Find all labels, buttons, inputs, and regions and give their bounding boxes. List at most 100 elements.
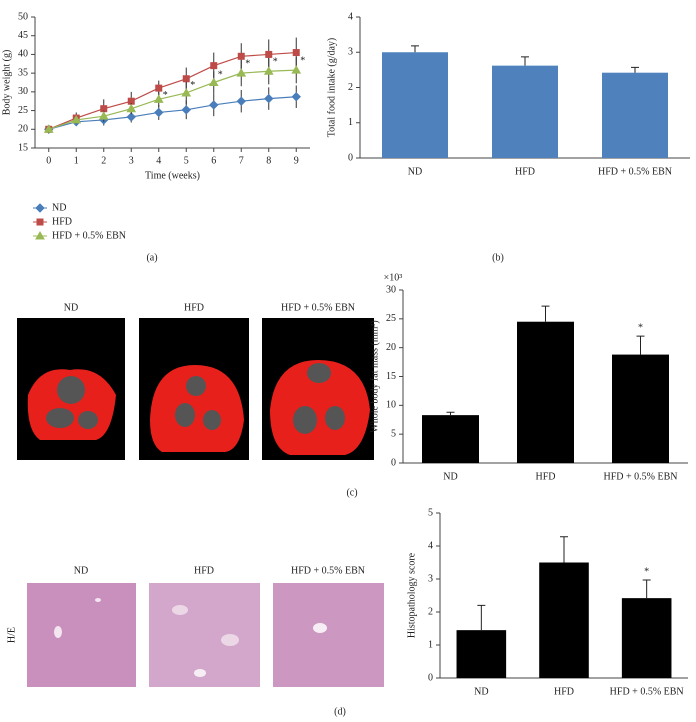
y-axis-label: Total food intake (g/day)	[326, 38, 337, 138]
x-tick-label: HFD + 0.5% EBN	[604, 471, 678, 482]
annotation: *	[190, 80, 195, 91]
point	[181, 87, 192, 97]
x-tick-label: 5	[184, 155, 189, 166]
bar	[456, 630, 507, 678]
y-tick-label: 20	[386, 342, 396, 353]
x-tick-label: 7	[239, 155, 244, 166]
histology-label: ND	[74, 565, 88, 576]
bar	[602, 72, 668, 158]
vessel	[95, 598, 101, 602]
point	[263, 66, 274, 75]
bar	[422, 415, 479, 463]
y-tick-label: 50	[18, 11, 28, 22]
x-tick-label: 6	[211, 155, 216, 166]
y-tick-label: 3	[348, 47, 353, 58]
y-tick-label: 25	[386, 313, 396, 324]
y-tick-label: 20	[18, 124, 28, 135]
point	[291, 92, 301, 102]
panel-label: (a)	[146, 252, 157, 263]
point	[210, 62, 218, 70]
ct-tissue	[46, 408, 74, 428]
vessel	[194, 669, 206, 677]
panel-label: (d)	[334, 706, 346, 717]
error-bar	[541, 305, 550, 322]
ct-images	[17, 318, 374, 460]
point	[35, 203, 45, 213]
ct-tissue	[203, 410, 221, 430]
x-tick-label: 3	[129, 155, 134, 166]
vessel	[172, 605, 188, 615]
annotation: *	[638, 322, 643, 333]
annotation: *	[644, 566, 649, 577]
ct-tissue	[186, 376, 206, 396]
vessel	[221, 634, 239, 646]
point	[98, 111, 109, 120]
point	[181, 105, 191, 115]
ct-tissue	[325, 406, 345, 430]
y-tick-label: 35	[18, 67, 28, 78]
series-line	[48, 96, 297, 130]
y-tick-label: 0	[391, 457, 396, 468]
ct-label: HFD + 0.5% EBN	[281, 302, 355, 313]
y-tick-label: 30	[18, 86, 28, 97]
series-line	[48, 51, 297, 130]
y-tick-label: 5	[391, 428, 396, 439]
error-bar	[521, 56, 529, 66]
point	[236, 96, 246, 106]
y-scale-label: ×10³	[384, 272, 403, 283]
ct-tissue	[57, 376, 85, 404]
x-tick-label: HFD + 0.5% EBN	[610, 686, 684, 697]
y-tick-label: 15	[18, 142, 28, 153]
point	[265, 50, 273, 58]
y-tick-label: 4	[348, 11, 353, 22]
ct-tissue	[307, 363, 331, 383]
histology-image	[27, 583, 136, 687]
point	[264, 93, 274, 104]
y-tick-label: 40	[18, 49, 28, 60]
error-bar	[446, 411, 455, 416]
bar	[612, 354, 669, 463]
y-tick-label: 0	[428, 672, 433, 683]
error-bar	[411, 45, 419, 53]
ct-tissue	[78, 411, 98, 429]
ct-tissue	[293, 406, 317, 434]
histology-images	[27, 583, 384, 687]
y-tick-label: 3	[428, 573, 433, 584]
y-tick-label: 4	[428, 540, 433, 551]
error-bar	[642, 579, 651, 599]
y-tick-label: 5	[428, 507, 433, 518]
point	[182, 75, 190, 83]
y-tick-label: 2	[348, 82, 353, 93]
x-tick-label: ND	[408, 166, 422, 177]
x-tick-label: ND	[443, 471, 457, 482]
ct-label: ND	[64, 302, 78, 313]
point	[126, 112, 136, 122]
bar	[382, 52, 448, 158]
bar	[492, 65, 558, 158]
y-tick-label: 10	[386, 400, 396, 411]
y-axis-label: Body weight (g)	[1, 50, 12, 116]
histology-image	[273, 583, 384, 687]
ct-body	[150, 365, 244, 452]
annotation: *	[273, 56, 278, 67]
histology-image	[149, 583, 260, 687]
annotation: *	[300, 55, 305, 66]
point	[291, 65, 302, 74]
point	[208, 77, 219, 86]
point	[292, 49, 300, 57]
ct-body	[270, 360, 370, 455]
y-tick-label: 1	[348, 117, 353, 128]
y-axis-label: Whole body fat mass (mm³)	[369, 320, 380, 432]
x-tick-label: 0	[46, 155, 51, 166]
x-tick-label: ND	[474, 686, 488, 697]
x-tick-label: 9	[294, 155, 299, 166]
x-tick-label: HFD + 0.5% EBN	[598, 166, 672, 177]
point	[209, 100, 219, 110]
error-bar	[636, 335, 645, 355]
point	[126, 103, 137, 113]
y-tick-label: 1	[428, 639, 433, 650]
error-bar	[631, 66, 639, 73]
error-bar	[477, 604, 486, 631]
bar	[539, 562, 589, 678]
